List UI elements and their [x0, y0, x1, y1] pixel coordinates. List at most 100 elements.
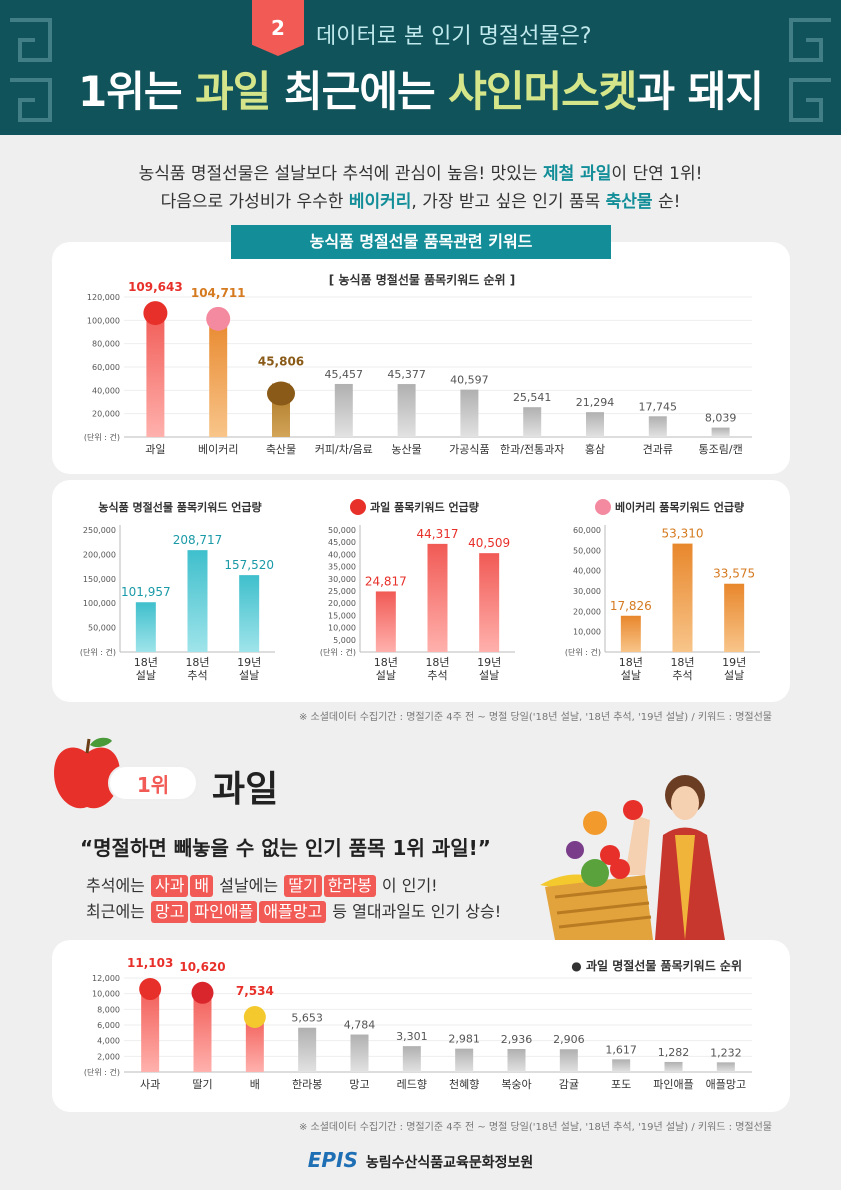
y-tick-label: 150,000: [83, 575, 116, 584]
y-tick-label: 40,000: [328, 550, 356, 559]
y-tick-label: 80,000: [92, 340, 120, 349]
pattern-left: [10, 18, 52, 122]
bar-6: [460, 389, 479, 437]
data-label: 45,377: [387, 368, 426, 381]
x-tick-label: 18년: [619, 656, 643, 669]
y-tick-label: 10,000: [328, 624, 356, 633]
y-tick-label: 60,000: [573, 526, 601, 535]
bar-6: [402, 1046, 421, 1072]
x-tick-label: 축산물: [266, 443, 296, 456]
x-tick-label: 복숭아: [501, 1078, 531, 1091]
y-tick-label: 4,000: [97, 1037, 120, 1046]
data-label: 1,282: [658, 1046, 690, 1059]
chart-title: 과일 품목키워드 언급량: [370, 500, 479, 514]
x-tick-label: 통조림/캔: [699, 443, 743, 456]
bar-3: [245, 1012, 264, 1072]
sub-charts-card: [52, 480, 790, 702]
line-tropical: 최근에는 망고 파인애플 애플망고 등 열대과일도 인기 상승!: [86, 901, 502, 923]
pattern-right: [789, 18, 831, 122]
x-tick-label: 농산물: [391, 443, 421, 456]
x-tick-label: 19년: [722, 656, 746, 669]
bar-2: [187, 550, 208, 652]
bar-3: [724, 583, 745, 652]
x-tick-label: 견과류: [643, 443, 673, 456]
cupcake-mark-icon: [206, 306, 231, 331]
x-tick-label: 18년: [185, 656, 209, 669]
data-label: 1,617: [605, 1043, 637, 1056]
data-label: 208,717: [173, 533, 223, 547]
x-tick-label: 가공식품: [449, 443, 489, 456]
x-tick-label: 애플망고: [706, 1078, 746, 1091]
x-tick-label: 망고: [349, 1078, 369, 1091]
chart-title: 베이커리 품목키워드 언급량: [615, 500, 744, 514]
y-tick-label: 250,000: [83, 526, 116, 535]
data-label: 24,817: [365, 574, 407, 588]
data-label: 2,981: [448, 1033, 480, 1046]
bar-2: [209, 314, 228, 437]
org-name: 농림수산식품교육문화정보원: [365, 1155, 534, 1171]
y-tick-label: 8,000: [97, 1005, 120, 1014]
apple-mark-icon: [139, 978, 162, 1001]
main-keyword-chart: [ 농식품 명절선물 품목키워드 순위 ] 20,000 40,000 60,000 8…: [84, 272, 752, 456]
y-tick-label: 200,000: [83, 550, 116, 559]
subtitle: 데이터로 본 인기 명절선물은?: [316, 24, 592, 49]
data-label: 25,541: [513, 391, 552, 404]
y-tick-label: 25,000: [328, 587, 356, 596]
chart-title: [ 농식품 명절선물 품목키워드 순위 ]: [329, 272, 515, 287]
title-icon: [350, 499, 366, 515]
data-label: 45,806: [258, 355, 304, 369]
unit-label: (단위 : 건): [80, 647, 116, 657]
data-label: 33,575: [713, 567, 755, 581]
x-tick-label: 19년: [477, 656, 501, 669]
fruit-keyword-chart: ● 과일 명절선물 품목키워드 순위 2,000 4,000 6,000 8,000 10…: [84, 956, 752, 1091]
y-tick-label: 40,000: [92, 386, 120, 395]
data-label: 101,957: [121, 585, 171, 599]
chart-title: ● 과일 명절선물 품목키워드 순위: [571, 958, 742, 973]
y-tick-label: 60,000: [92, 363, 120, 372]
bar-8: [586, 412, 604, 437]
data-label: 10,620: [179, 960, 225, 974]
mention-total-chart: 농식품 명절선물 품목키워드 언급량 50,000 100,000 150,000 20…: [80, 500, 275, 682]
y-tick-label: 50,000: [328, 526, 356, 535]
data-label: 17,826: [610, 599, 652, 613]
y-tick-label: 30,000: [328, 575, 356, 584]
intro-text: 농식품 명절선물은 설날보다 추석에 관심이 높음! 맛있는 제철 과일이 단연…: [138, 164, 703, 212]
data-label: 2,936: [501, 1033, 533, 1046]
cow-mark-icon: [267, 381, 295, 406]
y-tick-label: 20,000: [573, 607, 601, 616]
x-tick-label: 19년: [237, 656, 261, 669]
data-label: 109,643: [128, 280, 183, 294]
strawberry-mark-icon: [191, 981, 214, 1004]
bar-5: [350, 1034, 369, 1072]
bar-4: [334, 383, 353, 437]
x-tick-label: 추석: [187, 669, 207, 682]
line-popular: 추석에는 사과 배 설날에는 딸기 한라봉 이 인기!: [86, 875, 438, 897]
y-tick-label: 15,000: [328, 611, 356, 620]
y-tick-label: 50,000: [88, 624, 116, 633]
section-banner: 농식품 명절선물 품목관련 키워드: [231, 225, 611, 259]
bar-1: [135, 602, 156, 652]
data-label: 4,784: [344, 1019, 376, 1032]
bar-2: [427, 543, 448, 652]
bar-2: [193, 988, 212, 1072]
y-tick-label: 6,000: [97, 1021, 120, 1030]
x-tick-label: 파인애플: [653, 1078, 693, 1091]
y-tick-label: 50,000: [573, 546, 601, 555]
page-title: 1위는 과일 최근에는 샤인머스켓과 돼지: [78, 67, 764, 116]
bar-9: [559, 1049, 578, 1072]
rank-name: 과일: [212, 769, 279, 810]
chart-title: 농식품 명절선물 품목키워드 언급량: [98, 500, 261, 514]
data-note: ※ 소셜데이터 수집기간 : 명절기준 4주 전 ~ 명절 당일('18년 설날…: [298, 712, 772, 723]
apple-icon: [54, 737, 120, 809]
data-label: 11,103: [127, 956, 173, 970]
y-tick-label: 120,000: [87, 293, 120, 302]
bar-1: [375, 591, 396, 652]
data-label: 21,294: [576, 396, 615, 409]
x-tick-label: 한과/전통과자: [500, 443, 564, 456]
bar-5: [397, 384, 416, 437]
bar-1: [141, 985, 160, 1072]
bar-4: [298, 1027, 317, 1072]
data-note-2: ※ 소셜데이터 수집기간 : 명절기준 4주 전 ~ 명절 당일('18년 설날…: [298, 1122, 772, 1133]
bar-2: [672, 543, 693, 652]
pear-mark-icon: [243, 1005, 266, 1028]
